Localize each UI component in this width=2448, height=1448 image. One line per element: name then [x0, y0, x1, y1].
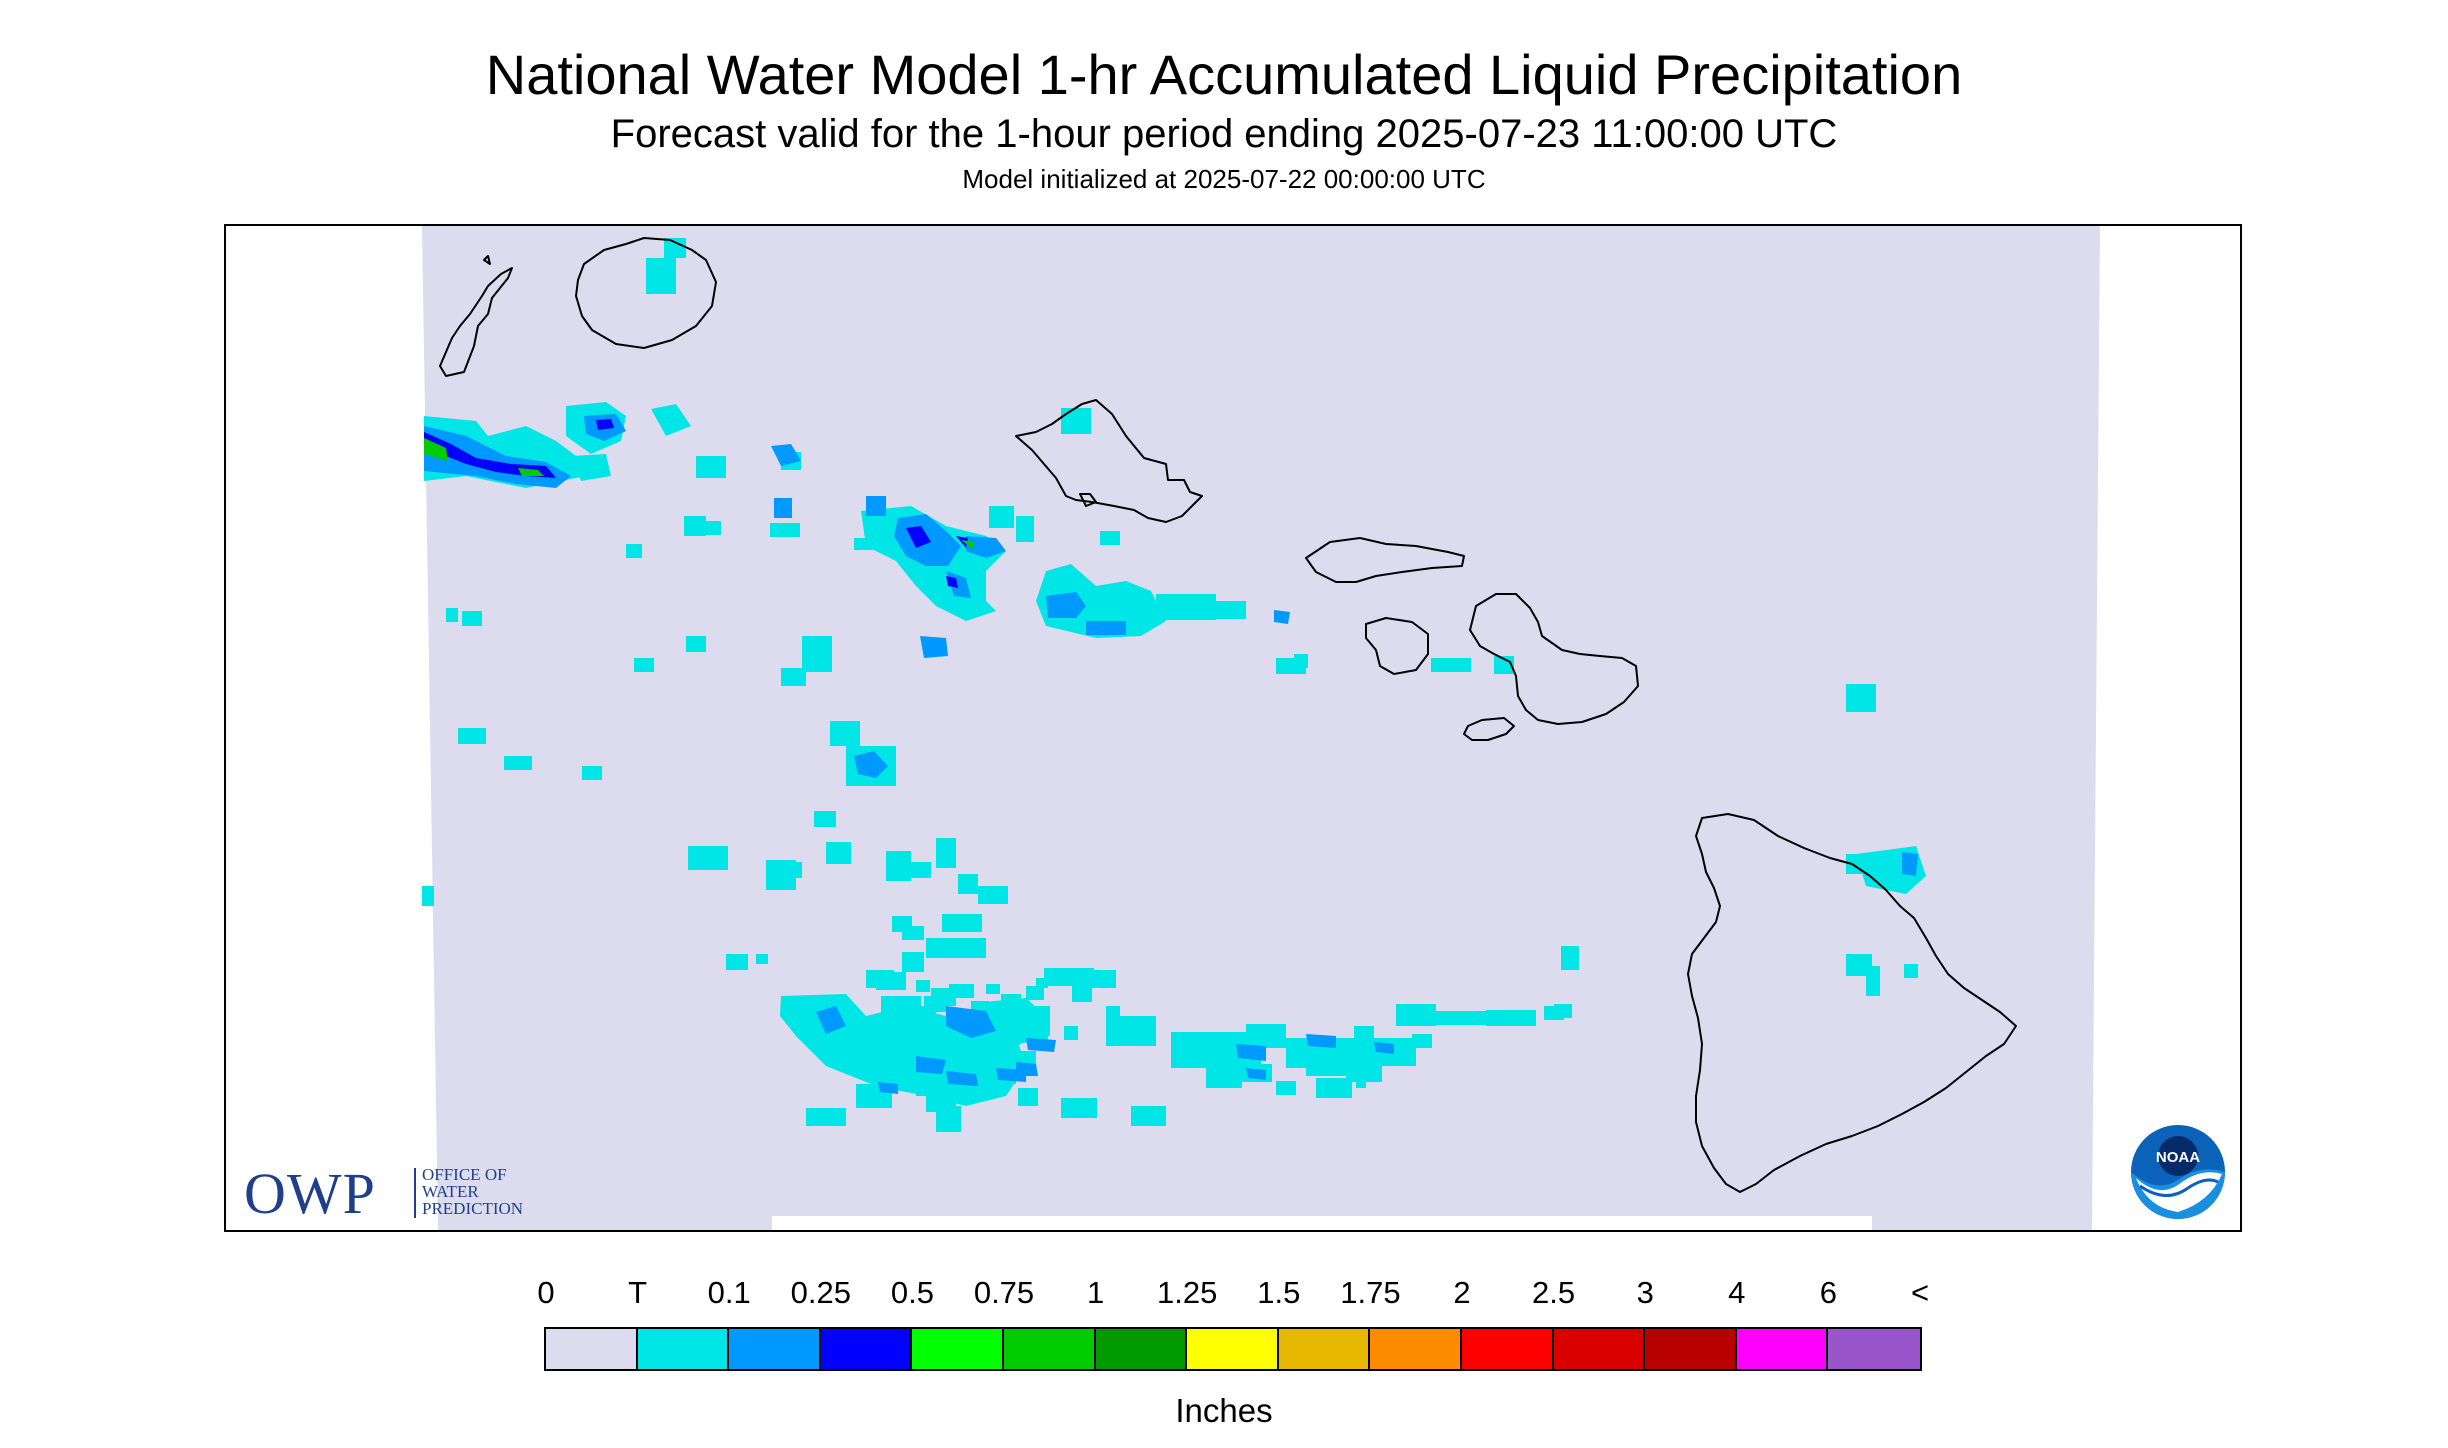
legend-swatch	[546, 1329, 638, 1369]
map-panel: OWP OFFICE OF WATER PREDICTION NOAA	[224, 224, 2242, 1232]
owp-logo-line3: PREDICTION	[422, 1199, 524, 1218]
legend-swatch	[1278, 1329, 1371, 1369]
legend-swatch	[1553, 1329, 1646, 1369]
legend-tick-label: T	[628, 1275, 648, 1310]
legend-tick-label: 6	[1819, 1275, 1838, 1310]
island-maui	[1469, 593, 1639, 725]
legend-swatch	[637, 1329, 730, 1369]
legend-tick-label: 0.75	[973, 1275, 1035, 1310]
legend-tick-label: 2	[1453, 1275, 1471, 1310]
legend-tick-label: <	[1910, 1275, 1930, 1310]
island-kahoolawe	[1463, 717, 1515, 741]
owp-logo-line1: OFFICE OF	[422, 1165, 507, 1184]
legend-tick-label: 1	[1086, 1275, 1105, 1310]
legend-tick-label: 4	[1728, 1275, 1746, 1310]
legend-swatch	[820, 1329, 913, 1369]
legend-tick-label: 0.5	[890, 1275, 934, 1310]
model-init-line: Model initialized at 2025-07-22 00:00:00…	[962, 164, 1486, 194]
legend-swatch	[1003, 1329, 1096, 1369]
legend-swatch	[729, 1329, 821, 1369]
precipitation-map	[422, 226, 2100, 1230]
island-hawaii	[1687, 813, 2017, 1193]
legend-swatch	[1095, 1329, 1188, 1369]
owp-logo-divider	[414, 1168, 416, 1218]
island-lanai	[1365, 617, 1429, 675]
legend-swatch	[1461, 1329, 1554, 1369]
map-title: National Water Model 1-hr Accumulated Li…	[485, 43, 1963, 106]
legend-tick-label: 0	[537, 1275, 555, 1310]
legend-tick-label: 0.25	[790, 1275, 851, 1310]
legend-colorbar	[544, 1327, 1922, 1371]
island-molokai	[1305, 537, 1465, 583]
legend-swatch	[1370, 1329, 1462, 1369]
island-oahu	[1015, 399, 1203, 523]
precip-green-cells	[424, 438, 974, 550]
map-subtitle: Forecast valid for the 1-hour period end…	[610, 112, 1838, 156]
owp-logo-letters: OWP	[244, 1161, 376, 1226]
legend-labels: 0 T 0.1 0.25 0.5 0.75 1 1.25 1.5 1.75 2 2.5 3 4 6 <	[0, 1275, 2448, 1315]
legend-units: Inches	[1175, 1392, 1273, 1429]
owp-logo-line2: WATER	[422, 1182, 479, 1201]
model-domain	[422, 226, 2100, 1230]
noaa-logo-text: NOAA	[2156, 1149, 2200, 1166]
noaa-logo: NOAA	[2131, 1125, 2225, 1219]
legend-swatch	[1736, 1329, 1829, 1369]
legend-tick-label: 1.5	[1257, 1275, 1301, 1310]
coastlines	[439, 237, 2017, 1193]
legend-swatch	[1645, 1329, 1737, 1369]
legend-tick-label: 1.25	[1157, 1275, 1218, 1310]
legend-tick-label: 1.75	[1340, 1275, 1401, 1310]
island-kauai	[575, 237, 717, 349]
owp-logo-text: OFFICE OF WATER PREDICTION	[422, 1166, 523, 1217]
precip-blue-cells	[424, 419, 968, 588]
legend-tick-label: 2.5	[1532, 1275, 1576, 1310]
island-niihau	[439, 267, 513, 377]
legend-swatch	[1828, 1329, 1920, 1369]
legend-tick-label: 3	[1636, 1275, 1654, 1310]
legend-swatch	[912, 1329, 1004, 1369]
legend-swatch	[1187, 1329, 1279, 1369]
legend-tick-label: 0.1	[707, 1275, 751, 1310]
